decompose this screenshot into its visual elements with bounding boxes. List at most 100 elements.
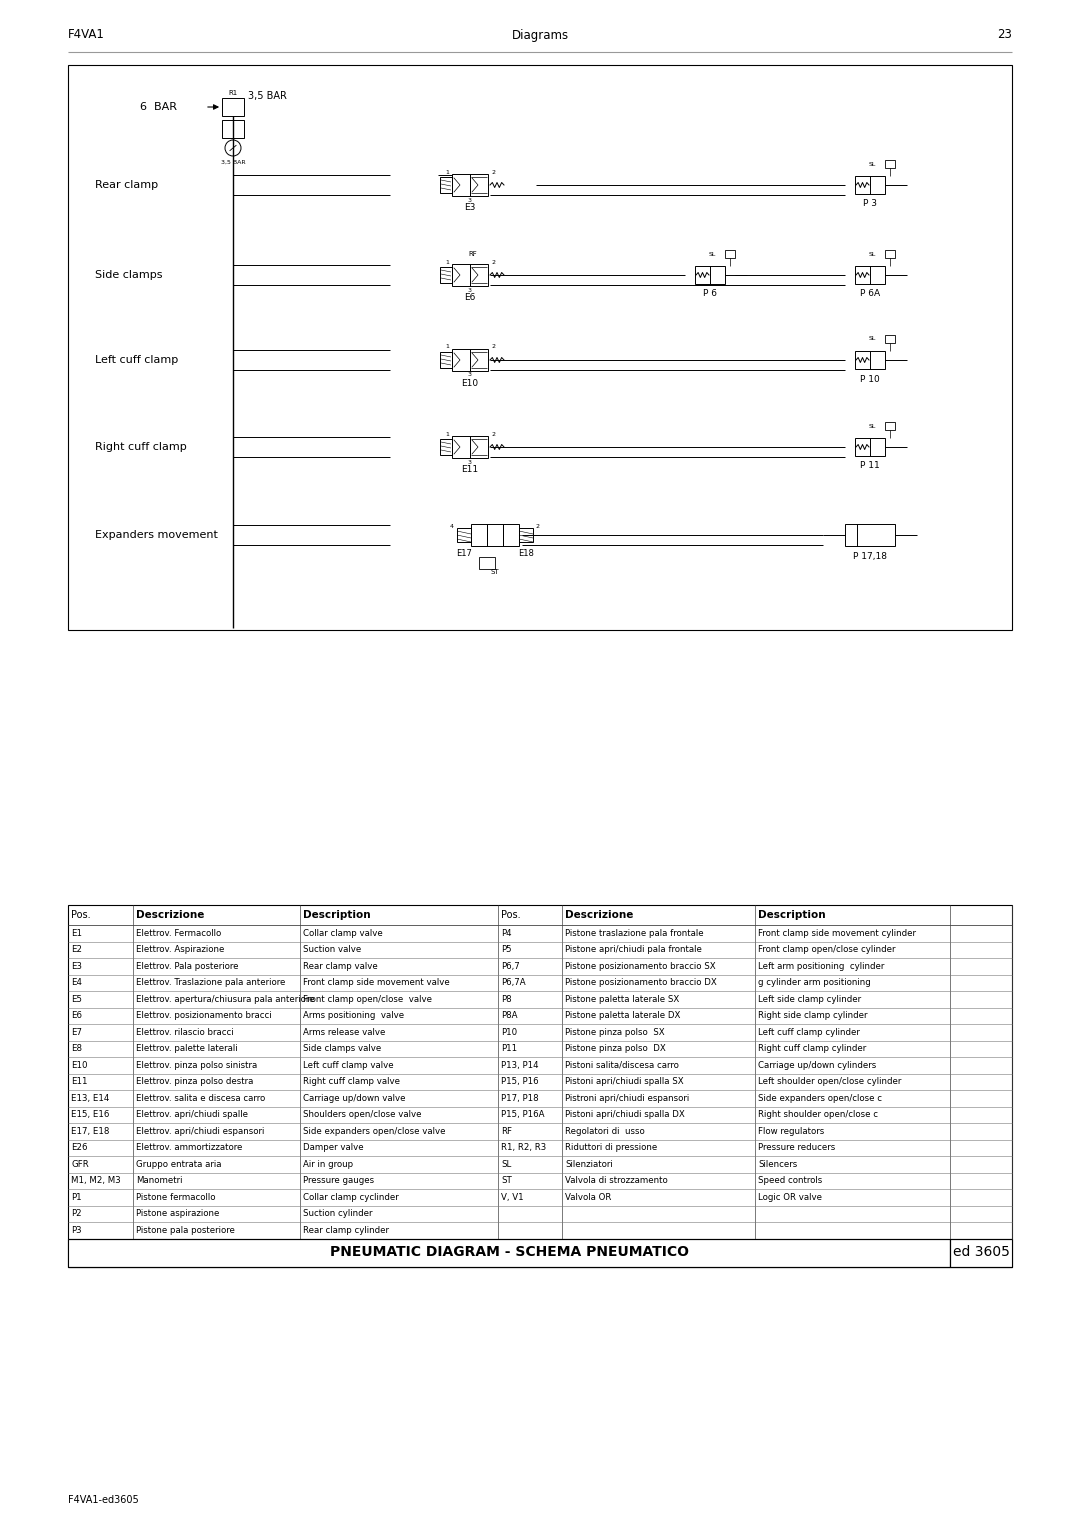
Text: E5: E5 <box>71 995 82 1004</box>
Bar <box>453 174 470 196</box>
Text: Air in group: Air in group <box>303 1160 353 1169</box>
Text: Silencers: Silencers <box>758 1160 797 1169</box>
Text: P 11: P 11 <box>860 461 880 471</box>
Text: Pistone paletta laterale DX: Pistone paletta laterale DX <box>565 1012 680 1021</box>
Text: Right side clamp cylinder: Right side clamp cylinder <box>758 1012 867 1021</box>
Text: P1: P1 <box>71 1193 82 1201</box>
Text: PNEUMATIC DIAGRAM - SCHEMA PNEUMATICO: PNEUMATIC DIAGRAM - SCHEMA PNEUMATICO <box>329 1245 689 1259</box>
Bar <box>885 160 895 168</box>
Text: E18: E18 <box>518 550 534 559</box>
Text: E2: E2 <box>71 946 82 955</box>
Text: F4VA1: F4VA1 <box>68 29 105 41</box>
Text: 1: 1 <box>445 431 449 437</box>
Text: 6  BAR: 6 BAR <box>140 102 177 112</box>
Text: R1, R2, R3: R1, R2, R3 <box>501 1143 546 1152</box>
Text: E3: E3 <box>464 203 475 212</box>
Text: Carriage up/down cylinders: Carriage up/down cylinders <box>758 1060 876 1070</box>
Text: ST: ST <box>501 1177 512 1186</box>
Text: Left cuff clamp cylinder: Left cuff clamp cylinder <box>758 1028 860 1038</box>
Text: Description: Description <box>758 911 825 920</box>
Bar <box>453 264 470 286</box>
Bar <box>440 351 453 368</box>
Text: Front clamp side movement valve: Front clamp side movement valve <box>303 978 449 987</box>
Text: E15, E16: E15, E16 <box>71 1111 109 1118</box>
Text: Pistone apri/chiudi pala frontale: Pistone apri/chiudi pala frontale <box>565 946 702 955</box>
Text: Elettrov. palette laterali: Elettrov. palette laterali <box>136 1044 238 1053</box>
Bar <box>519 529 534 542</box>
Text: Front clamp open/close cylinder: Front clamp open/close cylinder <box>758 946 895 955</box>
Bar <box>440 177 453 193</box>
Text: E4: E4 <box>71 978 82 987</box>
Text: Elettrov. apri/chiudi spalle: Elettrov. apri/chiudi spalle <box>136 1111 248 1118</box>
Text: Carriage up/down valve: Carriage up/down valve <box>303 1094 405 1103</box>
Text: P6,7A: P6,7A <box>501 978 526 987</box>
Text: Flow regulators: Flow regulators <box>758 1126 824 1135</box>
Text: Rear clamp cylinder: Rear clamp cylinder <box>303 1225 389 1235</box>
Text: Elettrov. ammortizzatore: Elettrov. ammortizzatore <box>136 1143 242 1152</box>
Text: Side clamps valve: Side clamps valve <box>303 1044 381 1053</box>
Text: Regolatori di  usso: Regolatori di usso <box>565 1126 645 1135</box>
Text: Right cuff clamp valve: Right cuff clamp valve <box>303 1077 400 1086</box>
Text: Logic OR valve: Logic OR valve <box>758 1193 822 1201</box>
Bar <box>855 351 885 368</box>
Text: 2: 2 <box>491 431 495 437</box>
Text: 3: 3 <box>468 197 472 203</box>
Text: SL: SL <box>708 252 716 257</box>
Text: 4: 4 <box>450 524 454 529</box>
Text: Rear clamp valve: Rear clamp valve <box>303 961 378 970</box>
Bar <box>68 66 1012 630</box>
Text: Left cuff clamp: Left cuff clamp <box>95 354 178 365</box>
Text: Collar clamp valve: Collar clamp valve <box>303 929 382 938</box>
Text: Right cuff clamp cylinder: Right cuff clamp cylinder <box>758 1044 866 1053</box>
Bar <box>503 524 519 545</box>
Bar <box>453 348 470 371</box>
Text: Elettrov. apri/chiudi espansori: Elettrov. apri/chiudi espansori <box>136 1126 265 1135</box>
Text: P 17,18: P 17,18 <box>853 552 887 561</box>
Text: P13, P14: P13, P14 <box>501 1060 539 1070</box>
Text: 2: 2 <box>536 524 540 529</box>
Bar <box>480 558 495 568</box>
Text: Pistone posizionamento braccio SX: Pistone posizionamento braccio SX <box>565 961 716 970</box>
Text: 3,5 BAR: 3,5 BAR <box>220 159 245 165</box>
Bar <box>855 176 885 194</box>
Text: Description: Description <box>303 911 370 920</box>
Text: Pressure gauges: Pressure gauges <box>303 1177 374 1186</box>
Text: Valvola di strozzamento: Valvola di strozzamento <box>565 1177 667 1186</box>
Text: Left shoulder open/close cylinder: Left shoulder open/close cylinder <box>758 1077 902 1086</box>
Text: Elettrov. rilascio bracci: Elettrov. rilascio bracci <box>136 1028 233 1038</box>
Text: 1: 1 <box>445 344 449 350</box>
Bar <box>470 435 488 458</box>
Text: E1: E1 <box>71 929 82 938</box>
Text: Elettrov. Traslazione pala anteriore: Elettrov. Traslazione pala anteriore <box>136 978 285 987</box>
Text: Pistone pala posteriore: Pistone pala posteriore <box>136 1225 234 1235</box>
Text: E6: E6 <box>464 293 475 303</box>
Text: 3: 3 <box>468 287 472 292</box>
Text: P17, P18: P17, P18 <box>501 1094 539 1103</box>
Bar <box>68 1239 950 1267</box>
Text: Pistoni apri/chiudi spalla SX: Pistoni apri/chiudi spalla SX <box>565 1077 684 1086</box>
Bar <box>855 439 885 455</box>
Text: R1: R1 <box>228 90 238 96</box>
Text: E7: E7 <box>71 1028 82 1038</box>
Text: Elettrov. Fermacollo: Elettrov. Fermacollo <box>136 929 221 938</box>
Text: Side expanders open/close c: Side expanders open/close c <box>758 1094 882 1103</box>
Text: P5: P5 <box>501 946 512 955</box>
Bar <box>885 335 895 342</box>
Text: Arms release valve: Arms release valve <box>303 1028 386 1038</box>
Text: RF: RF <box>469 251 477 257</box>
Text: SL: SL <box>868 162 876 167</box>
Bar <box>487 524 503 545</box>
Bar <box>696 266 725 284</box>
Text: Suction valve: Suction valve <box>303 946 361 955</box>
Text: E3: E3 <box>71 961 82 970</box>
Bar <box>440 267 453 283</box>
Text: P2: P2 <box>71 1209 82 1218</box>
Text: Pos.: Pos. <box>71 911 91 920</box>
Text: E10: E10 <box>461 379 478 388</box>
Text: P15, P16A: P15, P16A <box>501 1111 544 1118</box>
Bar <box>470 348 488 371</box>
Bar <box>885 251 895 258</box>
Text: Elettrov. apertura/chiusura pala anteriore: Elettrov. apertura/chiusura pala anterio… <box>136 995 314 1004</box>
Bar <box>470 174 488 196</box>
Text: Shoulders open/close valve: Shoulders open/close valve <box>303 1111 421 1118</box>
